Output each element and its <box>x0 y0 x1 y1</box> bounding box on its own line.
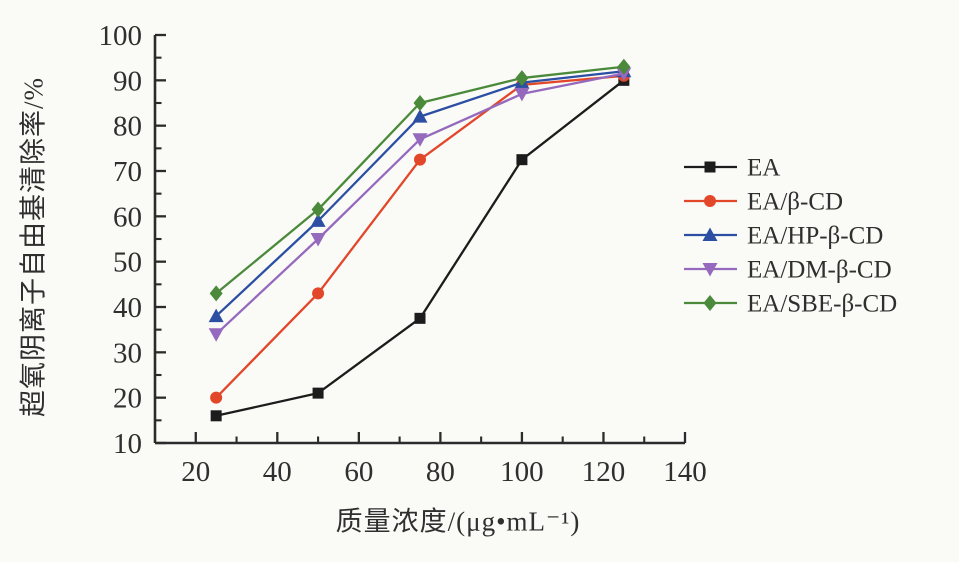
data-point-marker <box>310 233 326 247</box>
legend-marker-triangle-down <box>702 263 718 277</box>
y-tick-label: 20 <box>113 383 142 415</box>
data-point-marker <box>210 391 223 404</box>
data-point-marker <box>412 133 428 147</box>
y-tick-label: 10 <box>113 428 142 460</box>
data-point-marker <box>414 312 426 324</box>
legend-label: EA/β-CD <box>747 189 843 216</box>
data-point-marker <box>310 213 326 227</box>
data-point-marker <box>617 58 631 75</box>
y-tick-label: 50 <box>113 247 142 279</box>
series-line-square <box>215 79 625 417</box>
data-point-marker <box>208 308 224 323</box>
data-point-marker <box>208 328 224 342</box>
data-point-marker <box>312 387 324 399</box>
y-tick-label: 40 <box>113 292 142 324</box>
legend-label: EA/HP-β-CD <box>747 223 883 250</box>
x-tick-label: 20 <box>181 456 210 488</box>
x-tick-label: 80 <box>426 456 455 488</box>
x-axis-title: 质量浓度/(μg•mL⁻¹) <box>335 506 581 537</box>
y-axis-title: 超氧阴离子自由基清除率/% <box>18 77 49 417</box>
y-tick-label: 70 <box>113 156 142 188</box>
y-tick-label: 60 <box>113 201 142 233</box>
data-point-marker <box>412 109 428 123</box>
data-point-marker <box>515 70 529 87</box>
y-tick-label: 30 <box>113 337 142 369</box>
legend-label: EA/SBE-β-CD <box>747 291 897 318</box>
x-tick-label: 120 <box>582 456 626 488</box>
x-tick-label: 40 <box>263 456 292 488</box>
x-tick-label: 140 <box>663 456 707 488</box>
legend-label: EA <box>747 155 780 182</box>
y-tick-label: 90 <box>113 65 142 97</box>
data-point-marker <box>413 95 427 111</box>
series-line-circle <box>215 74 624 399</box>
y-tick-label: 80 <box>113 111 142 143</box>
x-tick-label: 100 <box>500 456 544 488</box>
legend-marker-diamond <box>703 295 717 311</box>
data-point-marker <box>210 410 222 422</box>
legend-marker-triangle-up <box>702 227 718 241</box>
data-point-marker <box>209 285 223 302</box>
data-point-marker <box>312 287 325 300</box>
data-point-marker <box>414 153 426 166</box>
data-point-marker <box>311 201 325 218</box>
legend-marker-square <box>704 161 716 173</box>
legend-label: EA/DM-β-CD <box>747 257 892 284</box>
data-point-marker <box>516 154 528 166</box>
x-tick-label: 60 <box>344 456 373 488</box>
y-tick-label: 100 <box>99 20 143 52</box>
legend-marker-circle <box>704 195 716 207</box>
data-point-marker <box>514 87 530 102</box>
